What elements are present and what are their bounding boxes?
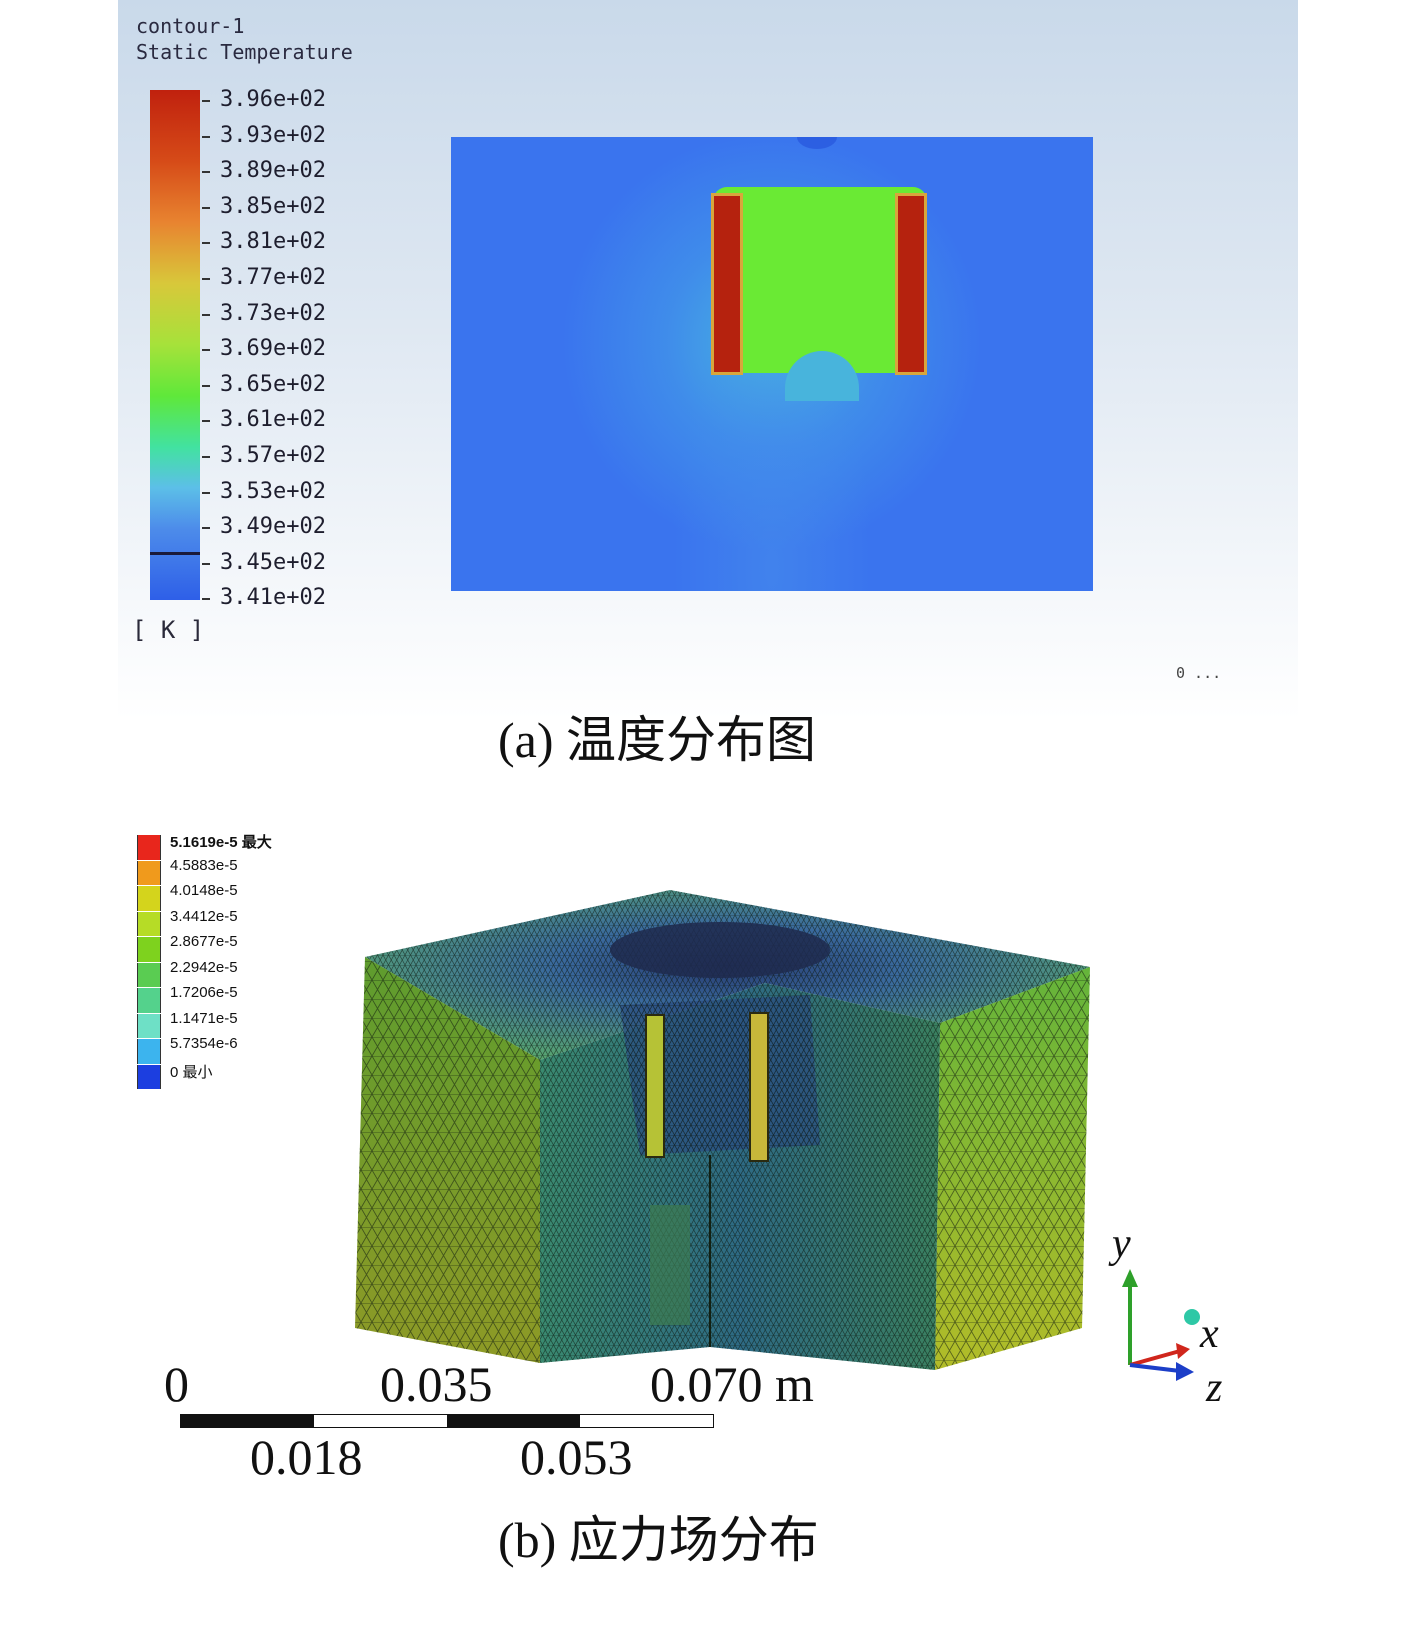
stress-legend-swatch [137, 835, 161, 860]
axis-label-z: z [1206, 1365, 1223, 1411]
legend-tick-label: 3.93e+02 [220, 122, 326, 148]
stress-legend-swatch [137, 962, 161, 987]
axis-label-x: x [1200, 1311, 1219, 1357]
legend-tick-label: 3.41e+02 [220, 585, 326, 611]
scale-label-0070: 0.070 m [650, 1356, 814, 1412]
heater-left-3d [645, 1014, 665, 1158]
caption-b: (b) 应力场分布 [498, 1512, 819, 1568]
stress-legend-label: 4.0148e-5 [170, 882, 238, 899]
axis-label-y: y [1112, 1221, 1131, 1267]
stress-legend-label: 3.4412e-5 [170, 907, 238, 925]
stress-legend-swatch [137, 860, 161, 885]
inner-region [713, 187, 927, 373]
legend-tick-label: 3.77e+02 [220, 265, 326, 290]
legend-tick-mark [202, 100, 210, 102]
legend-tick-mark [202, 349, 210, 352]
heater-right-3d [749, 1012, 769, 1162]
heater-right [895, 193, 927, 375]
caption-a: (a) 温度分布图 [498, 712, 816, 768]
stress-legend-label: 1.7206e-5 [170, 984, 238, 1001]
stress-legend-label: 2.8677e-5 [170, 933, 238, 950]
scale-label-0018: 0.018 [250, 1429, 363, 1485]
stress-legend-label: 0 最小 [170, 1063, 213, 1081]
legend-tick-label: 3.57e+02 [220, 443, 326, 468]
legend-tick-mark [202, 456, 210, 458]
scale-label-0: 0 [164, 1356, 189, 1412]
scale-label-0053: 0.053 [520, 1429, 633, 1485]
legend-tick-mark [202, 313, 210, 316]
unit-label: [ K ] [132, 616, 205, 644]
stress-legend-label: 5.1619e-5 最大 [170, 834, 272, 851]
legend-variable-title: Static Temperature [136, 40, 353, 64]
legend-tick-mark [202, 206, 210, 209]
legend-tick-label: 3.49e+02 [220, 514, 326, 540]
legend-contour-title: contour-1 [136, 14, 245, 38]
stress-mesh-model [355, 890, 1090, 1370]
temperature-contour-plot [451, 137, 1093, 591]
temperature-panel: contour-1 Static Temperature 3.96e+02 3.9… [118, 0, 1298, 720]
axis-triad [1122, 1269, 1200, 1381]
legend-tick-mark [202, 278, 210, 280]
stress-legend-swatch [137, 1064, 161, 1089]
legend-tick-label: 3.53e+02 [220, 478, 326, 504]
stress-legend-swatch [137, 937, 161, 962]
legend-tick-mark [202, 598, 210, 601]
stress-legend-swatch [137, 886, 161, 911]
stress-legend-swatch [137, 1039, 161, 1064]
legend-tick-mark [202, 527, 210, 530]
legend-tick-mark [202, 135, 210, 138]
heater-left [711, 193, 743, 375]
legend-tick-label: 3.69e+02 [220, 336, 326, 362]
stress-legend-swatch [137, 1013, 161, 1038]
legend-tick-label: 3.96e+02 [220, 87, 326, 112]
stress-legend-swatch [137, 911, 161, 936]
legend-tick-mark [202, 384, 210, 387]
legend-tick-mark [202, 171, 210, 174]
legend-tick-label: 3.73e+02 [220, 300, 326, 326]
legend-tick-mark [202, 242, 210, 245]
origin-dot [1184, 1309, 1200, 1325]
legend-tick-mark [202, 420, 210, 423]
legend-tick-label: 3.61e+02 [220, 407, 326, 433]
scale-label-0035: 0.035 [380, 1356, 493, 1412]
legend-tick-label: 3.89e+02 [220, 158, 326, 184]
corner-text: 0 ... [1176, 664, 1222, 682]
legend-marker-line [150, 552, 200, 555]
legend-tick-label: 3.65e+02 [220, 371, 326, 397]
legend-tick-label: 3.85e+02 [220, 193, 326, 219]
stress-legend-label: 1.1471e-5 [170, 1009, 238, 1027]
legend-tick-label: 3.81e+02 [220, 229, 326, 255]
stress-legend-label: 5.7354e-6 [170, 1035, 238, 1052]
stress-legend-swatch [137, 988, 161, 1013]
legend-tick-mark [202, 491, 210, 494]
stress-legend-label: 4.5883e-5 [170, 856, 238, 874]
legend-tick-label: 3.45e+02 [220, 549, 326, 575]
stress-legend-label: 2.2942e-5 [170, 958, 238, 976]
temperature-color-bar [150, 90, 200, 600]
legend-tick-mark [202, 562, 210, 565]
scale-bar [180, 1414, 714, 1428]
